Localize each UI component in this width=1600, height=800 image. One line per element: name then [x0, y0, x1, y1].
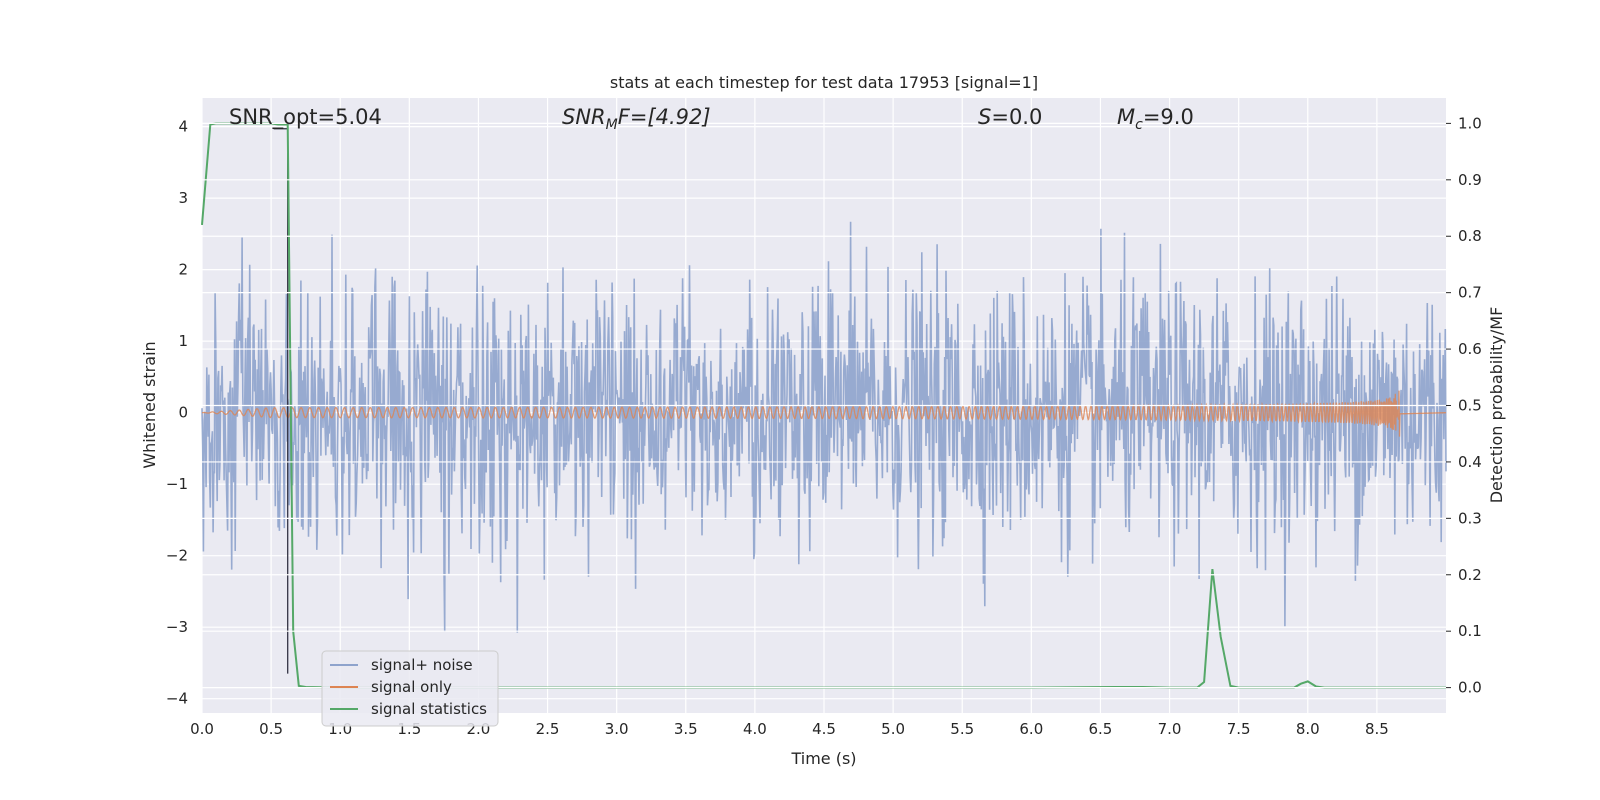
y-tick-label-left: 1 — [178, 332, 188, 350]
tick-labels: 0.0 0.5 1.0 1.5 2.0 2.5 3.0 3.5 4.0 4.5 5.0 5.5 6.0 6… — [166, 114, 1482, 738]
marker-line — [273, 128, 289, 674]
legend-label-signal-only: signal only — [371, 678, 452, 696]
y-tick-label-right: 0.4 — [1458, 453, 1482, 471]
x-tick-label: 6.0 — [1019, 720, 1043, 738]
chart-title: stats at each timestep for test data 179… — [610, 73, 1038, 92]
y-tick-label-left: 3 — [178, 189, 188, 207]
x-tick-label: 5.5 — [950, 720, 974, 738]
x-tick-label: 7.0 — [1158, 720, 1182, 738]
x-tick-label: 4.5 — [812, 720, 836, 738]
legend-box — [321, 650, 499, 727]
y-tick-label-right: 1.0 — [1458, 114, 1482, 132]
y-tick-label-right: 0.3 — [1458, 509, 1482, 527]
legend-label-signal-noise: signal+ noise — [371, 656, 473, 674]
signal-only-line — [201, 390, 1447, 437]
y-tick-label-right: 0.8 — [1458, 227, 1482, 245]
x-tick-label: 8.5 — [1365, 720, 1389, 738]
series-signal-only — [201, 390, 1447, 437]
right-grid-lines — [202, 122, 1446, 689]
y-axis-label-right: Detection probability/MF — [1487, 307, 1506, 504]
y-tick-label-right: 0.5 — [1458, 397, 1482, 415]
signal-noise-line — [201, 221, 1447, 633]
y-tick-label-left: −4 — [166, 690, 188, 708]
y-tick-label-right: 0.0 — [1458, 679, 1482, 697]
y-axis-label-left: Whitened strain — [140, 341, 159, 468]
annotation-snr-opt: SNR_opt=5.04 — [229, 105, 382, 130]
y-tick-label-left: −3 — [166, 618, 188, 636]
x-tick-label: 3.0 — [605, 720, 629, 738]
x-tick-label: 6.5 — [1089, 720, 1113, 738]
legend: signal+ noise signal only signal statist… — [321, 650, 499, 727]
y-tick-label-left: −2 — [166, 547, 188, 565]
x-tick-label: 3.5 — [674, 720, 698, 738]
y-tick-label-right: 0.6 — [1458, 340, 1482, 358]
annotation-mc: Mc=9.0 — [1117, 105, 1194, 133]
x-tick-label: 0.0 — [190, 720, 214, 738]
x-tick-label: 7.5 — [1227, 720, 1251, 738]
x-tick-label: 2.5 — [536, 720, 560, 738]
series-signal-noise — [201, 221, 1447, 633]
y-tick-label-left: 4 — [178, 118, 188, 136]
x-tick-label: 4.0 — [743, 720, 767, 738]
x-axis-label: Time (s) — [790, 749, 856, 768]
legend-label-signal-statistics: signal statistics — [371, 700, 487, 718]
y-tick-label-left: −1 — [166, 475, 188, 493]
y-tick-label-right: 0.2 — [1458, 566, 1482, 584]
y-tick-label-right: 0.1 — [1458, 622, 1482, 640]
y-tick-label-right: 0.7 — [1458, 284, 1482, 302]
y-tick-label-left: 0 — [178, 404, 188, 422]
x-tick-label: 8.0 — [1296, 720, 1320, 738]
x-tick-label: 5.0 — [881, 720, 905, 738]
annotation-s: S=0.0 — [978, 105, 1042, 129]
y-tick-label-right: 0.9 — [1458, 171, 1482, 189]
annotation-snr-mf: SNRMF=[4.92] — [562, 105, 711, 133]
x-tick-label: 0.5 — [259, 720, 283, 738]
y-tick-label-left: 2 — [178, 261, 188, 279]
